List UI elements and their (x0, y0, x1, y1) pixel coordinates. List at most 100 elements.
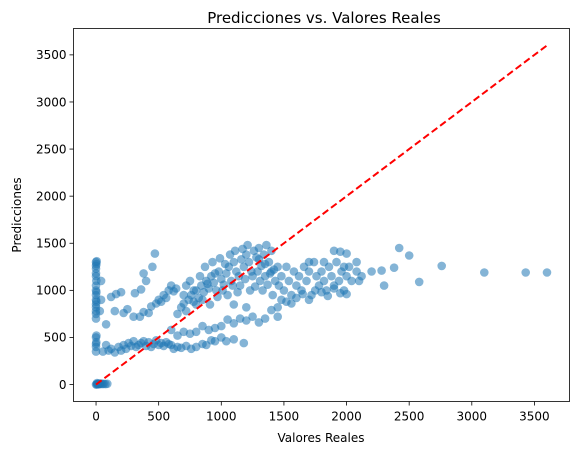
y-axis-label: Predicciones (10, 177, 24, 252)
data-point (294, 271, 304, 281)
data-point (347, 276, 356, 286)
data-point (304, 257, 314, 267)
data-point (210, 336, 220, 346)
data-point (222, 336, 231, 346)
data-point (222, 269, 231, 278)
data-point (166, 325, 176, 335)
y-tick-label: 2000 (36, 189, 67, 203)
data-point (129, 312, 138, 322)
x-axis-label: Valores Reales (278, 431, 365, 445)
reference-line (95, 44, 548, 386)
data-point (260, 314, 270, 323)
data-point (282, 262, 291, 272)
data-point (298, 289, 308, 299)
data-point (179, 290, 188, 300)
data-point (223, 315, 232, 324)
x-tick-label: 500 (147, 410, 170, 424)
data-point (229, 300, 239, 309)
data-point (437, 261, 447, 271)
data-point (317, 267, 326, 276)
data-point (103, 379, 112, 389)
data-point (96, 295, 106, 305)
data-point (243, 240, 252, 250)
data-point (229, 257, 239, 267)
x-tick-label: 3500 (519, 410, 550, 424)
data-point (239, 338, 249, 348)
y-tick-label: 500 (44, 331, 67, 345)
data-point (542, 268, 552, 277)
data-point (319, 276, 329, 286)
x-tick-label: 2500 (394, 410, 425, 424)
data-point (284, 276, 294, 286)
data-point (208, 257, 217, 267)
data-point (233, 287, 242, 297)
data-point (173, 331, 182, 340)
y-tick-label: 3500 (36, 48, 67, 62)
data-point (262, 240, 271, 250)
reference-line-layer (95, 44, 548, 386)
x-tick-label: 2000 (331, 410, 362, 424)
data-points (91, 240, 552, 389)
data-point (230, 246, 240, 256)
data-point (144, 308, 153, 318)
x-tick-label: 0 (92, 410, 100, 424)
data-point (235, 281, 245, 290)
data-point (332, 257, 341, 267)
data-point (141, 276, 151, 286)
data-point (123, 304, 132, 314)
data-point (240, 274, 250, 284)
x-axis: 0 500 1000 1500 2000 2500 3000 3500 (92, 401, 550, 424)
data-point (195, 271, 205, 281)
data-point (244, 257, 254, 267)
data-point (354, 276, 364, 286)
data-point (302, 276, 311, 286)
y-tick-label: 0 (59, 378, 67, 392)
data-point (110, 306, 120, 316)
data-point (220, 259, 230, 269)
data-point (342, 289, 351, 299)
data-point (260, 259, 270, 269)
y-tick-label: 2500 (36, 142, 67, 156)
data-point (181, 306, 191, 316)
data-point (198, 321, 207, 331)
data-point (179, 327, 188, 337)
data-point (253, 267, 262, 276)
data-point (229, 319, 239, 328)
data-point (136, 285, 146, 294)
data-point (329, 284, 339, 293)
data-point (254, 318, 264, 327)
data-point (267, 246, 276, 256)
data-point (480, 268, 489, 277)
y-tick-label: 1000 (36, 284, 67, 298)
data-point (101, 320, 111, 329)
data-point (389, 263, 399, 273)
data-point (304, 267, 314, 276)
data-point (185, 276, 195, 286)
data-point (279, 286, 289, 295)
data-point (317, 287, 326, 297)
plot-frame (73, 28, 570, 402)
data-point (263, 280, 272, 290)
y-tick-label: 1500 (36, 237, 67, 251)
x-tick-label: 1500 (269, 410, 300, 424)
data-point (96, 276, 106, 286)
data-point (205, 300, 215, 309)
data-point (171, 284, 181, 293)
data-point (352, 257, 361, 267)
data-point (323, 291, 333, 301)
data-point (248, 312, 257, 322)
data-point (268, 290, 278, 300)
data-point (404, 251, 414, 260)
data-point (200, 262, 210, 272)
data-point (327, 271, 336, 281)
data-point (215, 253, 225, 263)
data-point (267, 267, 276, 276)
data-point (258, 286, 267, 295)
data-point (235, 314, 245, 323)
data-point (329, 246, 339, 256)
data-point (204, 325, 214, 335)
data-point (367, 267, 376, 276)
data-point (148, 262, 157, 272)
data-point (267, 305, 276, 315)
